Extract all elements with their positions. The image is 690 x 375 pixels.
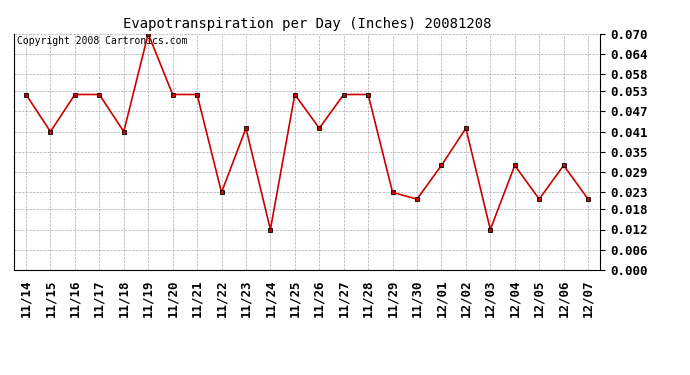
Title: Evapotranspiration per Day (Inches) 20081208: Evapotranspiration per Day (Inches) 2008… bbox=[123, 17, 491, 31]
Text: Copyright 2008 Cartronics.com: Copyright 2008 Cartronics.com bbox=[17, 36, 187, 46]
